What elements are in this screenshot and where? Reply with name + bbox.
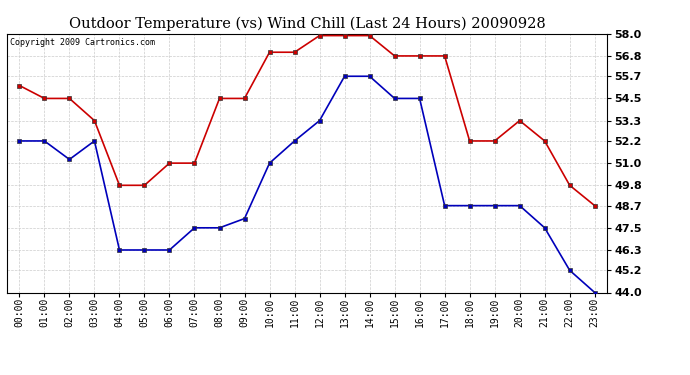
- Text: Copyright 2009 Cartronics.com: Copyright 2009 Cartronics.com: [10, 38, 155, 46]
- Title: Outdoor Temperature (vs) Wind Chill (Last 24 Hours) 20090928: Outdoor Temperature (vs) Wind Chill (Las…: [69, 17, 545, 31]
